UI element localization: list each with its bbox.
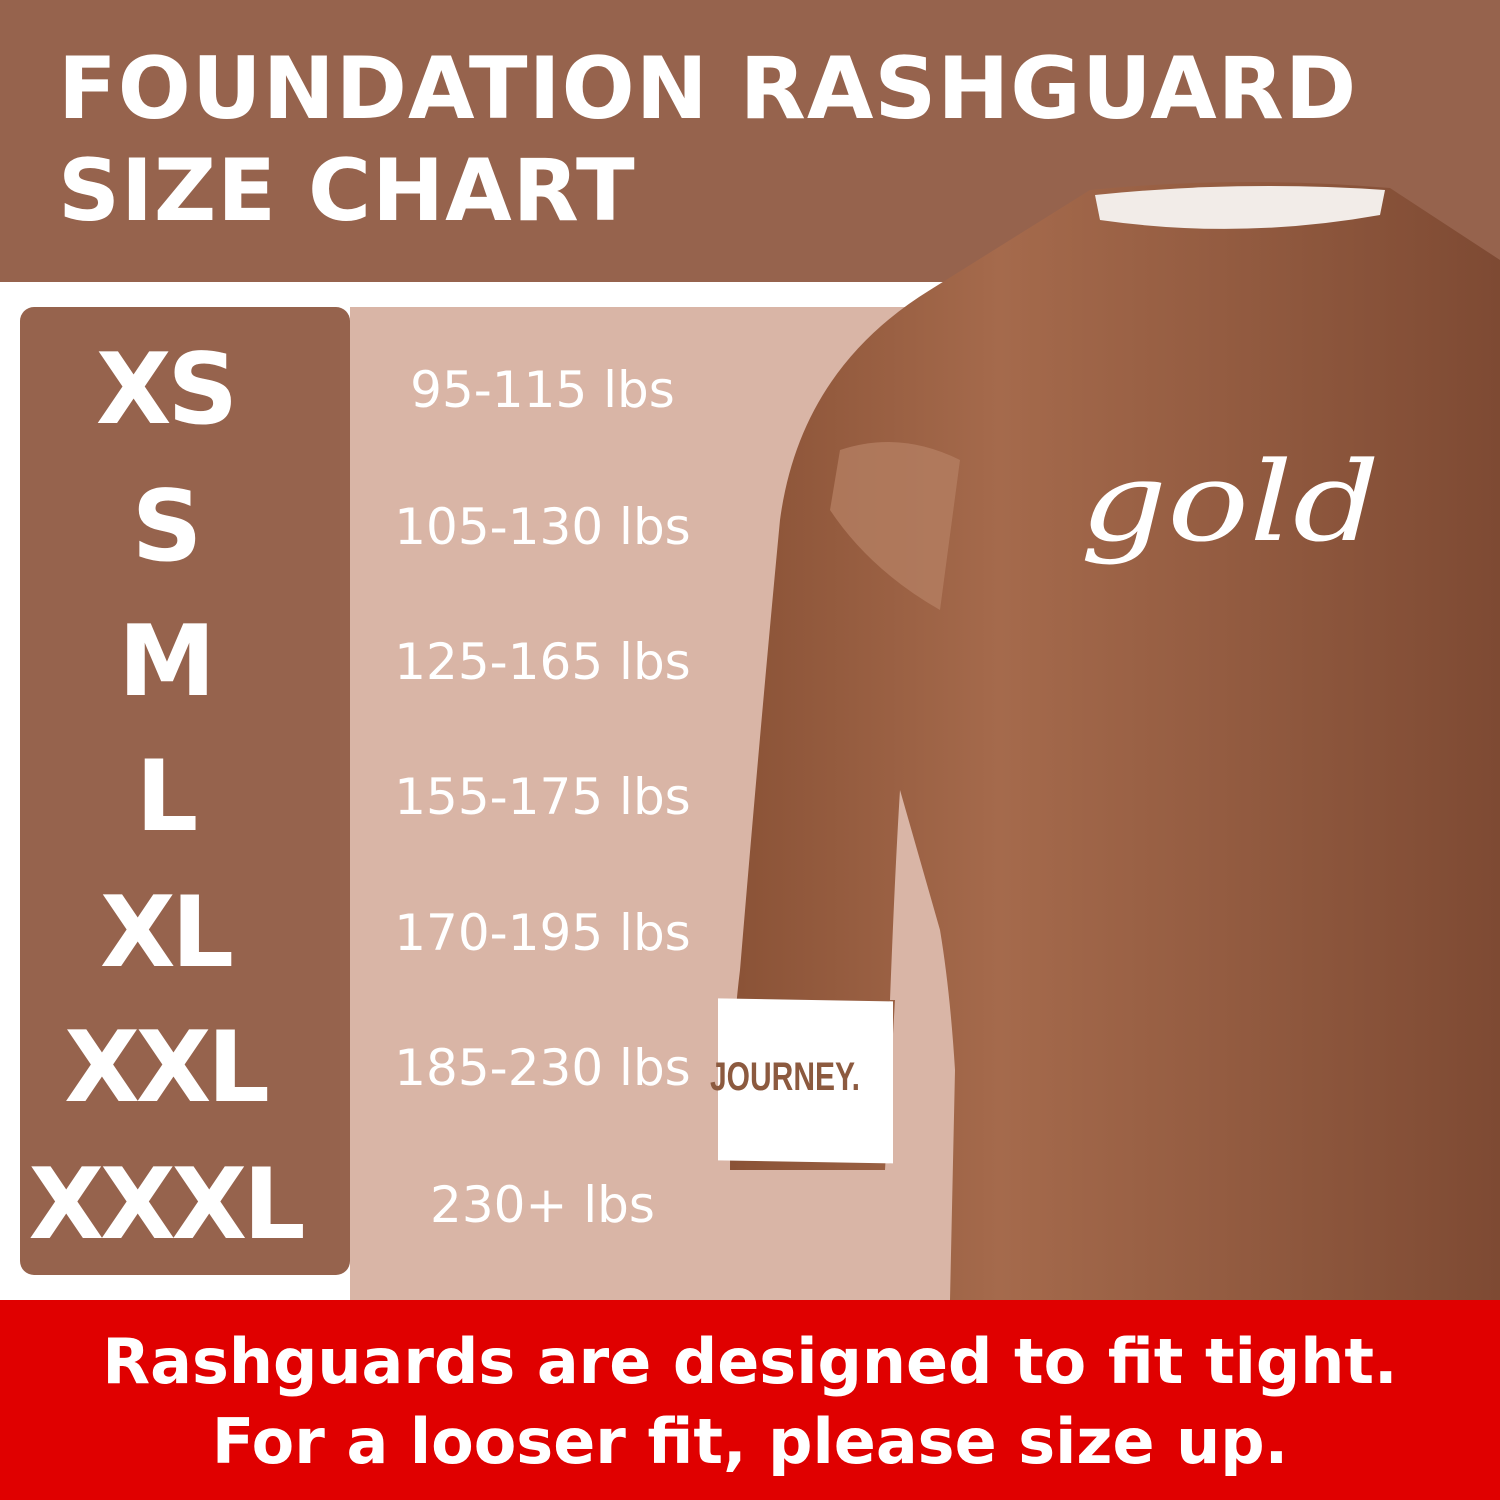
title-line-1: FOUNDATION RASHGUARD: [58, 39, 1358, 139]
size-row: L 155-175 lbs: [0, 729, 700, 865]
size-row: S 105-130 lbs: [0, 459, 700, 595]
weight-range: 95-115 lbs: [410, 361, 675, 419]
size-label: XL: [99, 876, 234, 990]
fit-notice-banner: Rashguards are designed to fit tight. Fo…: [0, 1300, 1500, 1500]
chest-logo: gold: [1080, 438, 1380, 566]
size-label: M: [118, 605, 216, 719]
size-row: M 125-165 lbs: [0, 594, 700, 730]
size-row: XXL 185-230 lbs: [0, 1000, 700, 1136]
size-row: XXXL 230+ lbs: [0, 1137, 700, 1273]
page-title: FOUNDATION RASHGUARD SIZE CHART: [58, 38, 1357, 242]
collar: [1095, 186, 1385, 229]
size-label: XS: [95, 333, 238, 447]
header: FOUNDATION RASHGUARD SIZE CHART: [0, 0, 1500, 282]
size-label: XXL: [64, 1011, 270, 1125]
title-line-2: SIZE CHART: [58, 141, 636, 241]
size-label: XXXL: [28, 1148, 305, 1262]
weight-range: 155-175 lbs: [394, 768, 691, 826]
weight-range: 170-195 lbs: [394, 904, 691, 962]
size-label: S: [131, 470, 203, 584]
fit-notice-line-1: Rashguards are designed to fit tight.: [102, 1325, 1398, 1398]
sleeve-band-text: JOURNEY.: [710, 1055, 860, 1099]
size-row: XL 170-195 lbs: [0, 865, 700, 1001]
size-row: XS 95-115 lbs: [0, 322, 700, 458]
weight-range: 185-230 lbs: [394, 1039, 691, 1097]
weight-range: 125-165 lbs: [394, 633, 691, 691]
fit-notice-line-2: For a looser fit, please size up.: [211, 1405, 1289, 1478]
size-label: L: [135, 740, 198, 854]
size-panel: [20, 307, 350, 1275]
sleeve-band: [718, 998, 893, 1164]
rashguard-image: JOURNEY. gold: [710, 181, 1500, 1300]
weight-range: 230+ lbs: [430, 1176, 655, 1234]
weight-range: 105-130 lbs: [394, 498, 691, 556]
underarm-mesh: [830, 442, 960, 610]
